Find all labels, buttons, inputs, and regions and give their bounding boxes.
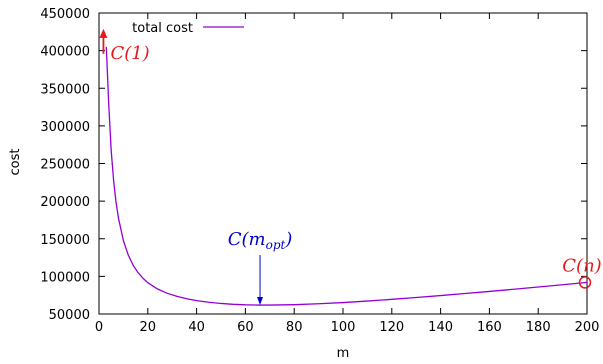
y-tick-label: 150000 [40, 233, 90, 248]
series-layer [105, 46, 588, 306]
legend: total cost [132, 21, 244, 36]
plot-border [98, 12, 588, 315]
copt-annotation-label: C(mopt) [228, 229, 293, 252]
c1-arrow-head [99, 28, 108, 38]
y-axis: 50000 100000 150000 200000 250000 300000 35000… [40, 7, 587, 323]
y-tick-label: 100000 [40, 270, 90, 285]
annotation-layer: C(1) C(mopt) C(n) [99, 28, 602, 305]
y-tick-label: 50000 [49, 308, 90, 323]
x-tick-label: 200 [575, 320, 600, 335]
x-tick-label: 80 [286, 320, 303, 335]
y-tick-label: 350000 [40, 82, 90, 97]
x-tick-label: 20 [140, 320, 157, 335]
x-tick-label: 0 [95, 320, 103, 335]
x-tick-label: 120 [379, 320, 404, 335]
x-tick-label: 160 [477, 320, 502, 335]
y-tick-label: 450000 [40, 7, 90, 22]
cn-annotation-label: C(n) [562, 255, 601, 276]
x-tick-label: 100 [331, 320, 356, 335]
x-tick-label: 140 [428, 320, 453, 335]
y-tick-label: 200000 [40, 195, 90, 210]
copt-arrow-head [257, 296, 264, 305]
x-tick-label: 60 [237, 320, 254, 335]
y-tick-label: 400000 [40, 45, 90, 60]
series-line-total-cost [105, 46, 588, 306]
y-tick-label: 250000 [40, 158, 90, 173]
x-tick-label: 180 [526, 320, 551, 335]
x-axis: 0 20 40 60 80 100 120 140 160 180 200 [95, 13, 600, 335]
x-tick-label: 40 [188, 320, 205, 335]
plot-frame [98, 12, 588, 315]
x-axis-label: m [337, 346, 350, 361]
cn-circle-marker [578, 276, 592, 289]
c1-annotation-label: C(1) [110, 43, 149, 64]
y-tick-label: 300000 [40, 120, 90, 135]
y-axis-label: cost [8, 149, 23, 176]
legend-label: total cost [132, 21, 193, 36]
